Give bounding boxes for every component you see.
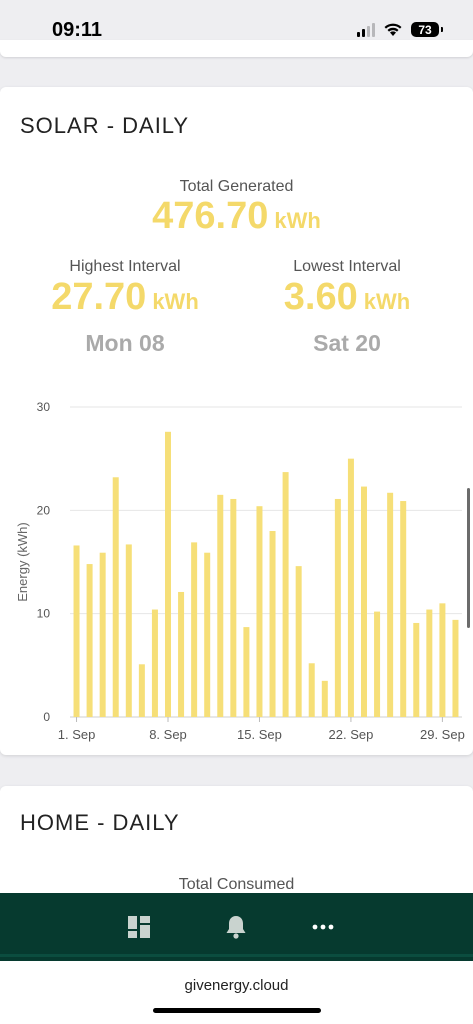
lowest-interval-unit: kWh (363, 289, 411, 314)
scrollbar[interactable] (467, 488, 470, 628)
chart-bar[interactable] (374, 611, 381, 717)
total-generated-label: Total Generated (179, 178, 294, 195)
solar-daily-card: SOLAR - DAILY Total Generated 476.70 kWh … (0, 87, 473, 755)
home-daily-card: HOME - DAILY Total Consumed (0, 786, 473, 906)
chart-bar[interactable] (256, 506, 263, 717)
solar-chart: 0 10 20 30 Energy (kWh) 1. Sep 8. Sep 15. Sep 22… (0, 387, 473, 757)
status-time: 09:11 (52, 19, 103, 41)
chart-bar[interactable] (73, 545, 80, 717)
chart-bar[interactable] (387, 492, 394, 717)
chart-bar[interactable] (321, 680, 328, 717)
lowest-interval-date: Sat 20 (313, 330, 381, 356)
x-tick-label: 1. Sep (58, 727, 96, 742)
previous-card-edge (0, 40, 473, 57)
dashboard-nav-button[interactable] (119, 911, 159, 943)
x-tick-label: 8. Sep (149, 727, 187, 742)
signal-icon (357, 22, 375, 37)
chart-bar[interactable] (282, 472, 289, 717)
y-tick-label: 0 (43, 710, 50, 724)
wifi-icon (384, 23, 402, 36)
battery-icon: 73 (411, 22, 443, 37)
chart-bar[interactable] (165, 431, 171, 717)
highest-interval-label: Highest Interval (69, 258, 181, 275)
chart-bar[interactable] (439, 603, 446, 717)
browser-url-bar[interactable]: givenergy.cloud (0, 961, 473, 1024)
chart-bar[interactable] (151, 609, 158, 717)
card-title: SOLAR - DAILY (20, 113, 190, 138)
chart-bar[interactable] (125, 544, 132, 717)
chart-bar[interactable] (191, 542, 198, 717)
url-text: givenergy.cloud (184, 977, 289, 994)
chart-bar[interactable] (413, 622, 420, 717)
chart-bar[interactable] (269, 531, 276, 717)
chart-bar[interactable] (99, 552, 106, 717)
lowest-interval-number: 3.60 (283, 276, 358, 318)
chart-bar[interactable] (426, 609, 433, 717)
chart-bar[interactable] (217, 494, 224, 717)
y-tick-label: 10 (37, 607, 51, 621)
y-tick-label: 30 (37, 400, 51, 414)
total-generated-value: 476.70 kWh (0, 195, 473, 238)
chart-bar[interactable] (178, 591, 185, 717)
chart-bar[interactable] (347, 458, 354, 717)
highest-interval-date: Mon 08 (85, 330, 165, 356)
x-tick-label: 22. Sep (329, 727, 374, 742)
chart-bar[interactable] (334, 498, 341, 717)
y-tick-label: 20 (37, 503, 51, 517)
more-nav-button[interactable] (303, 911, 343, 943)
chart-bar[interactable] (295, 566, 302, 717)
solar-bar-chart: 0 10 20 30 Energy (kWh) 1. Sep 8. Sep 15. Sep 22… (15, 400, 465, 742)
lowest-interval-value: 3.60 kWh (242, 276, 452, 319)
total-generated-unit: kWh (274, 208, 321, 233)
home-indicator (153, 1008, 321, 1013)
chart-bar[interactable] (112, 477, 119, 717)
total-generated-number: 476.70 (152, 195, 269, 237)
bottom-nav-bar (0, 893, 473, 961)
y-axis-label: Energy (kWh) (15, 522, 30, 601)
card-title: HOME - DAILY (20, 810, 180, 835)
highest-interval-unit: kWh (152, 289, 199, 314)
lowest-interval-label: Lowest Interval (293, 258, 401, 275)
highest-interval-number: 27.70 (51, 276, 147, 318)
chart-bar[interactable] (230, 498, 237, 717)
x-tick-label: 15. Sep (237, 727, 282, 742)
dashboard-icon (128, 916, 150, 938)
total-consumed-label: Total Consumed (178, 876, 295, 893)
chart-bar[interactable] (86, 564, 93, 717)
chart-bar[interactable] (204, 552, 211, 717)
more-icon (312, 924, 334, 930)
x-tick-label: 29. Sep (420, 727, 465, 742)
chart-bar[interactable] (308, 663, 315, 717)
bell-icon (226, 916, 246, 939)
status-icons: 73 (357, 22, 443, 37)
chart-bar[interactable] (243, 627, 250, 717)
chart-bar[interactable] (400, 501, 407, 717)
chart-bar[interactable] (361, 486, 367, 717)
highest-interval-value: 27.70 kWh (20, 276, 230, 319)
chart-bar[interactable] (138, 664, 145, 717)
notifications-nav-button[interactable] (216, 911, 256, 943)
chart-bar[interactable] (452, 619, 459, 717)
